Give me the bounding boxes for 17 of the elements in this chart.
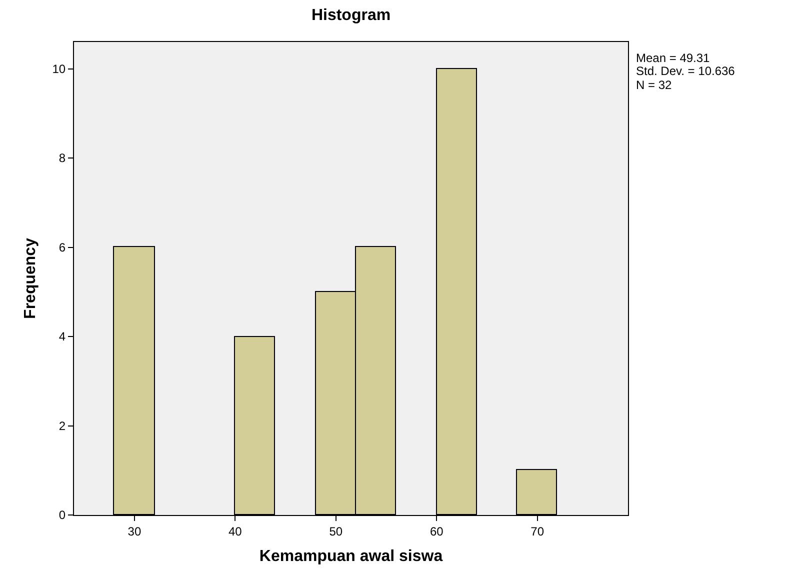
- y-tick-label: 0: [58, 508, 66, 522]
- y-tick-label: 10: [52, 62, 66, 76]
- x-tick-label: 60: [430, 524, 444, 538]
- x-tick-label: 50: [329, 524, 343, 538]
- y-tick-label: 6: [58, 240, 66, 254]
- x-axis-title: Kemampuan awal siswa: [259, 548, 443, 566]
- chart-title: Histogram: [311, 6, 391, 24]
- x-tick-label: 70: [530, 524, 544, 538]
- text: Mean = 49.31: [636, 51, 710, 65]
- y-tick-label: 4: [58, 330, 66, 344]
- y-axis-title: Frequency: [22, 238, 40, 319]
- text: N = 32: [636, 78, 672, 92]
- text: Std. Dev. = 10.636: [636, 64, 736, 78]
- x-tick-label: 30: [128, 524, 142, 538]
- y-tick-label: 8: [58, 151, 66, 166]
- x-tick-label: 40: [228, 524, 242, 538]
- y-tick-label: 2: [58, 418, 66, 433]
